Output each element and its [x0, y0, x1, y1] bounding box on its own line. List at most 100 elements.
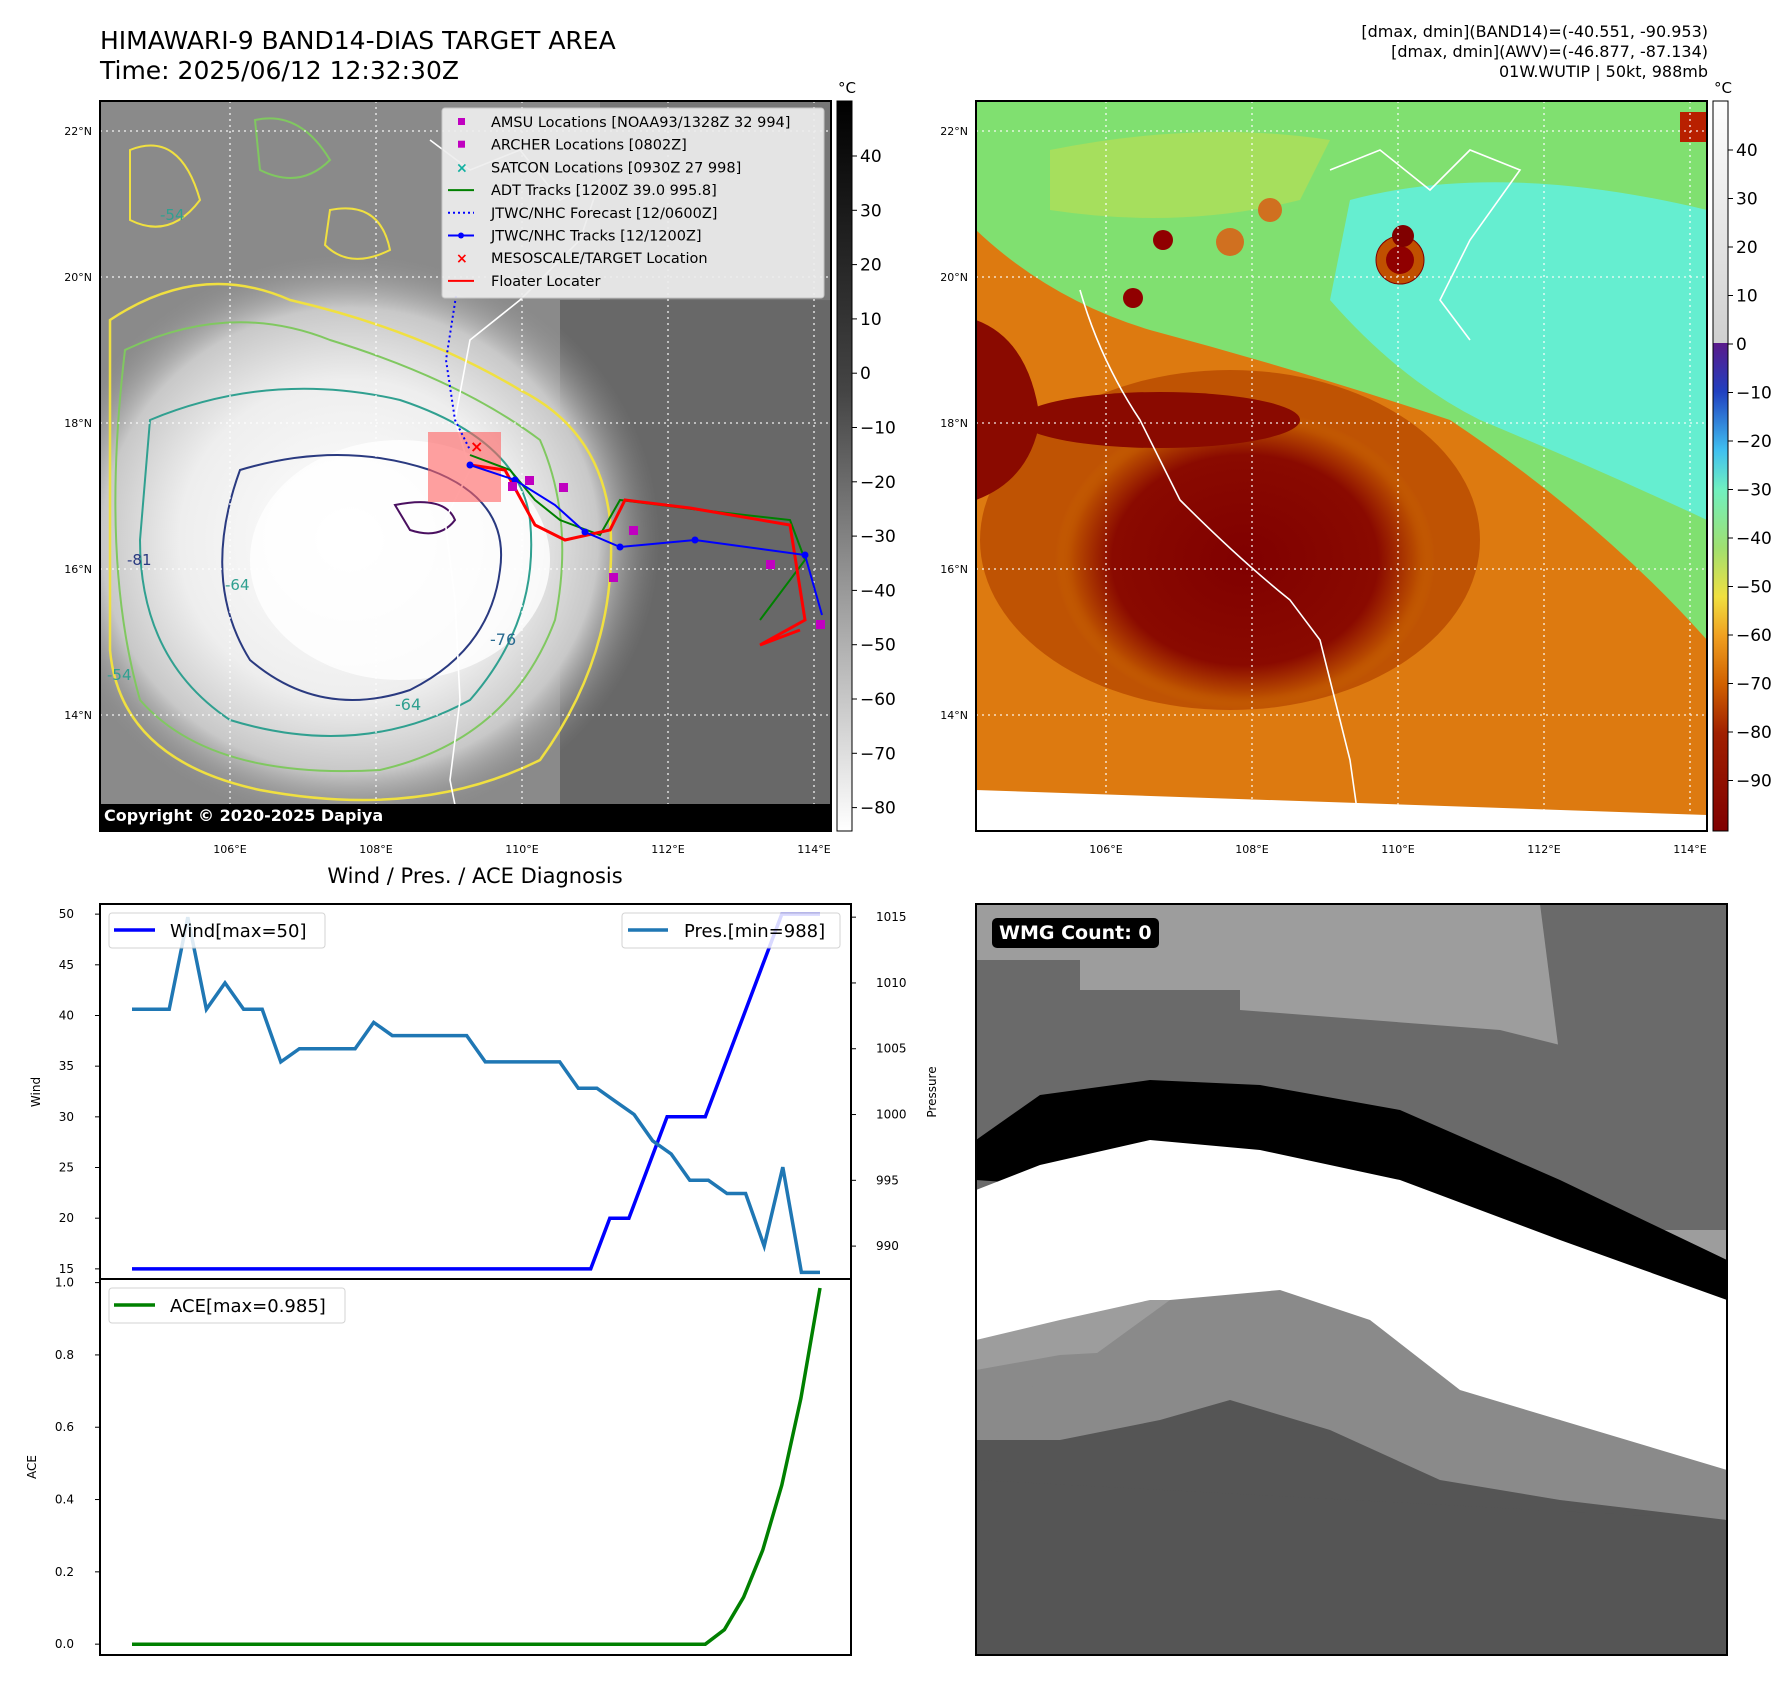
wind-series-line [132, 912, 820, 1271]
gridlines-awv [976, 101, 1707, 831]
legend-label: ADT Tracks [1200Z 39.0 995.8] [491, 183, 717, 199]
lon-label: 114°E [1673, 843, 1706, 856]
colorbar-tick: −20 [860, 473, 896, 493]
awv-west-cloud [976, 320, 1040, 500]
wind-tick: 45 [59, 958, 74, 972]
contour-label-5: -64 [395, 695, 421, 714]
wind-tick: 15 [59, 1262, 74, 1276]
legend-item: ADT Tracks [1200Z 39.0 995.8] [448, 183, 717, 199]
lon-label: 108°E [359, 843, 392, 856]
colorbar-tick: −20 [1736, 432, 1772, 452]
legend-item: AMSU Locations [NOAA93/1328Z 32 994] [458, 115, 790, 131]
colorbar-tick: 0 [860, 364, 871, 384]
lon-label: 112°E [651, 843, 684, 856]
wind-tick: 50 [59, 907, 74, 921]
wmg-panel [976, 904, 1727, 1655]
colorbar-tick: 0 [1736, 335, 1747, 355]
wind-tick: 25 [59, 1161, 74, 1175]
lat-label: 18°N [940, 417, 968, 430]
contour-label-4: -76 [490, 630, 516, 649]
lat-label: 14°N [940, 709, 968, 722]
colorbar-left-unit: °C [838, 79, 856, 97]
contour-green [114, 321, 564, 773]
wind-tick: 20 [59, 1211, 74, 1225]
ir-map-frame [99, 100, 832, 832]
colorbar-tick: 10 [1736, 287, 1758, 307]
ace-tick: 0.4 [55, 1493, 74, 1507]
colorbar-tick: −60 [860, 690, 896, 710]
ace-tick: 1.0 [55, 1276, 74, 1290]
lat-label: 22°N [940, 125, 968, 138]
target-marker: × [470, 437, 483, 456]
lat-label: 18°N [64, 417, 92, 430]
pressure-tick: 1010 [876, 976, 907, 990]
wind-legend-label: Wind[max=50] [170, 921, 307, 942]
lon-label: 114°E [797, 843, 830, 856]
ace-tick: 0.0 [55, 1637, 74, 1651]
lat-label: 20°N [64, 271, 92, 284]
lon-label: 106°E [1089, 843, 1122, 856]
title-line2: Time: 2025/06/12 12:32:30Z [100, 56, 459, 85]
contour-label-3: -81 [127, 551, 152, 569]
colorbar-right: °C 40 30 20 10 0 −10 −20 −30 −40 −50 −60 −70 −80 −90 [1712, 79, 1772, 832]
colorbar-tick: 30 [1736, 190, 1758, 210]
awv-core [1055, 410, 1435, 710]
colorbar-tick: −90 [1736, 772, 1772, 792]
legend-label: SATCON Locations [0930Z 27 998] [491, 160, 741, 176]
pressure-legend: Pres.[min=988] [621, 912, 841, 949]
wmg-count-badge: WMG Count: 0 [992, 918, 1159, 948]
title-line1: HIMAWARI-9 BAND14-DIAS TARGET AREA [100, 26, 616, 55]
pressure-series-line [132, 916, 820, 1275]
figure-title: HIMAWARI-9 BAND14-DIAS TARGET AREA Time:… [100, 26, 616, 86]
svg-text:×: × [456, 251, 468, 267]
awv-map-panel [976, 101, 1707, 831]
lat-label: 16°N [940, 563, 968, 576]
lon-label: 110°E [505, 843, 538, 856]
legend-label: ARCHER Locations [0802Z] [491, 138, 687, 154]
colorbar-tick: 40 [860, 147, 882, 167]
jtwc-track [469, 464, 823, 616]
awv-dry-cyan [1330, 182, 1707, 520]
wind-tick: 35 [59, 1059, 74, 1073]
awv-map-frame [975, 100, 1708, 832]
colorbar-tick: −70 [860, 744, 896, 764]
legend-item: × MESOSCALE/TARGET Location [456, 251, 708, 267]
lat-label: 20°N [940, 271, 968, 284]
contour-label-1: -54 [160, 206, 185, 224]
lat-label: 14°N [64, 709, 92, 722]
colorbar-tick: 40 [1736, 141, 1758, 161]
legend-label: Floater Locater [491, 274, 600, 290]
pressure-tick: 1005 [876, 1042, 907, 1056]
legend-label: JTWC/NHC Tracks [12/1200Z] [490, 229, 702, 245]
colorbar-tick: −30 [860, 527, 896, 547]
ace-axis-label: ACE [25, 1455, 39, 1479]
legend-item: Floater Locater [448, 274, 600, 290]
legend-item: × SATCON Locations [0930Z 27 998] [456, 160, 741, 176]
contour-teal [138, 387, 533, 737]
wind-pres-chart: Wind / Pres. / ACE Diagnosis Wind Pressu… [29, 864, 939, 1280]
ace-tick: 0.8 [55, 1348, 74, 1362]
coastline-awv [1079, 289, 1361, 831]
colorbar-tick: 10 [860, 310, 882, 330]
amsu-markers [508, 476, 825, 629]
wind-tick: 40 [59, 1008, 74, 1022]
jtwc-forecast-line [444, 295, 471, 451]
colorbar-tick: −30 [1736, 481, 1772, 501]
wmg-frame [975, 903, 1728, 1656]
ir-map-panel: × -54 -64 -81 -76 -64 -54 [100, 101, 831, 831]
pressure-tick: 995 [876, 1173, 899, 1187]
info-line2: [dmax, dmin](AWV)=(-46.877, -87.134) [1391, 42, 1708, 61]
pressure-tick: 1000 [876, 1108, 907, 1122]
legend-label: AMSU Locations [NOAA93/1328Z 32 994] [491, 115, 790, 131]
ace-tick: 0.2 [55, 1565, 74, 1579]
lon-label: 112°E [1527, 843, 1560, 856]
colorbar-tick: −60 [1736, 626, 1772, 646]
colorbar-tick: 20 [860, 256, 882, 276]
map-legend: AMSU Locations [NOAA93/1328Z 32 994] ARCH… [441, 107, 825, 299]
pressure-tick: 990 [876, 1239, 899, 1253]
lat-label: 22°N [64, 125, 92, 138]
wind-tick: 30 [59, 1110, 74, 1124]
contour-label-6: -54 [107, 666, 132, 684]
colorbar-left: °C 40 30 20 10 0 −10 −20 −30 −40 −50 −60 −70 −80 [836, 79, 896, 832]
legend-item: ARCHER Locations [0802Z] [458, 138, 687, 154]
